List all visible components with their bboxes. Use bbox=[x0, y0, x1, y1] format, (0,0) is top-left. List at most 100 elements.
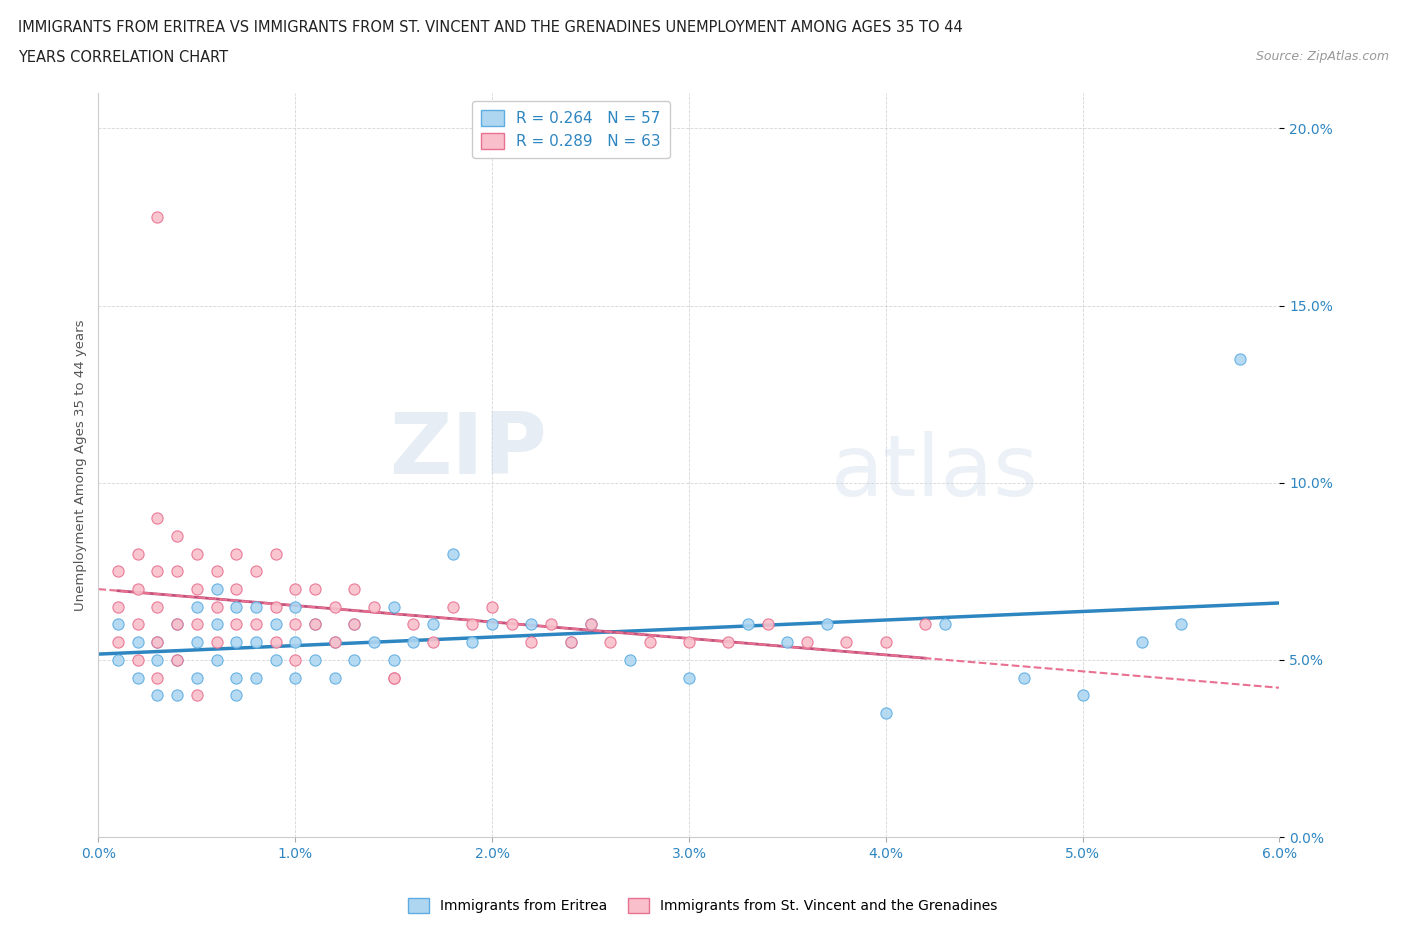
Point bbox=[363, 634, 385, 649]
Y-axis label: Unemployment Among Ages 35 to 44 years: Unemployment Among Ages 35 to 44 years bbox=[75, 319, 87, 611]
Point bbox=[560, 634, 582, 649]
Point bbox=[402, 634, 425, 649]
Point bbox=[1071, 688, 1094, 703]
Point bbox=[1170, 617, 1192, 631]
Point bbox=[914, 617, 936, 631]
Point bbox=[166, 617, 188, 631]
Point bbox=[560, 634, 582, 649]
Point bbox=[284, 671, 307, 685]
Point bbox=[382, 671, 405, 685]
Point bbox=[441, 546, 464, 561]
Point bbox=[1130, 634, 1153, 649]
Point bbox=[107, 634, 129, 649]
Point bbox=[638, 634, 661, 649]
Text: ZIP: ZIP bbox=[389, 408, 547, 492]
Text: IMMIGRANTS FROM ERITREA VS IMMIGRANTS FROM ST. VINCENT AND THE GRENADINES UNEMPL: IMMIGRANTS FROM ERITREA VS IMMIGRANTS FR… bbox=[18, 20, 963, 35]
Point bbox=[186, 581, 208, 596]
Point bbox=[264, 599, 287, 614]
Point bbox=[166, 653, 188, 668]
Point bbox=[146, 688, 169, 703]
Point bbox=[875, 706, 897, 721]
Point bbox=[264, 546, 287, 561]
Point bbox=[382, 653, 405, 668]
Text: atlas: atlas bbox=[831, 431, 1039, 514]
Point bbox=[304, 617, 326, 631]
Point bbox=[245, 634, 267, 649]
Point bbox=[599, 634, 621, 649]
Point bbox=[678, 671, 700, 685]
Point bbox=[343, 617, 366, 631]
Point bbox=[205, 581, 228, 596]
Point bbox=[501, 617, 523, 631]
Point bbox=[107, 653, 129, 668]
Point bbox=[382, 671, 405, 685]
Point bbox=[737, 617, 759, 631]
Point bbox=[205, 634, 228, 649]
Point bbox=[363, 599, 385, 614]
Point bbox=[343, 581, 366, 596]
Legend: Immigrants from Eritrea, Immigrants from St. Vincent and the Grenadines: Immigrants from Eritrea, Immigrants from… bbox=[402, 892, 1004, 919]
Point bbox=[146, 634, 169, 649]
Point bbox=[579, 617, 602, 631]
Point bbox=[422, 634, 444, 649]
Point bbox=[343, 617, 366, 631]
Text: Source: ZipAtlas.com: Source: ZipAtlas.com bbox=[1256, 50, 1389, 63]
Point bbox=[127, 546, 149, 561]
Point bbox=[875, 634, 897, 649]
Point bbox=[205, 564, 228, 578]
Point bbox=[304, 653, 326, 668]
Point bbox=[323, 634, 346, 649]
Point bbox=[284, 634, 307, 649]
Point bbox=[540, 617, 562, 631]
Point bbox=[304, 581, 326, 596]
Point bbox=[205, 617, 228, 631]
Point bbox=[776, 634, 799, 649]
Point bbox=[402, 617, 425, 631]
Point bbox=[166, 564, 188, 578]
Point bbox=[146, 564, 169, 578]
Point bbox=[835, 634, 858, 649]
Point bbox=[245, 671, 267, 685]
Point bbox=[186, 671, 208, 685]
Point bbox=[304, 617, 326, 631]
Point bbox=[146, 634, 169, 649]
Point bbox=[579, 617, 602, 631]
Legend: R = 0.264   N = 57, R = 0.289   N = 63: R = 0.264 N = 57, R = 0.289 N = 63 bbox=[472, 100, 669, 158]
Point bbox=[205, 653, 228, 668]
Point bbox=[225, 634, 247, 649]
Point bbox=[461, 617, 484, 631]
Point bbox=[107, 564, 129, 578]
Point bbox=[756, 617, 779, 631]
Point bbox=[323, 671, 346, 685]
Point bbox=[146, 511, 169, 525]
Point bbox=[323, 634, 346, 649]
Point bbox=[146, 599, 169, 614]
Point bbox=[166, 688, 188, 703]
Text: YEARS CORRELATION CHART: YEARS CORRELATION CHART bbox=[18, 50, 228, 65]
Point bbox=[815, 617, 838, 631]
Point bbox=[284, 653, 307, 668]
Point bbox=[1012, 671, 1035, 685]
Point bbox=[284, 617, 307, 631]
Point bbox=[127, 653, 149, 668]
Point bbox=[225, 688, 247, 703]
Point bbox=[284, 599, 307, 614]
Point bbox=[127, 634, 149, 649]
Point bbox=[205, 599, 228, 614]
Point bbox=[323, 599, 346, 614]
Point bbox=[127, 581, 149, 596]
Point bbox=[382, 599, 405, 614]
Point bbox=[619, 653, 641, 668]
Point bbox=[186, 688, 208, 703]
Point bbox=[245, 617, 267, 631]
Point bbox=[520, 634, 543, 649]
Point bbox=[107, 617, 129, 631]
Point bbox=[245, 599, 267, 614]
Point bbox=[225, 546, 247, 561]
Point bbox=[717, 634, 740, 649]
Point bbox=[225, 581, 247, 596]
Point bbox=[146, 209, 169, 224]
Point bbox=[264, 634, 287, 649]
Point bbox=[264, 653, 287, 668]
Point bbox=[225, 599, 247, 614]
